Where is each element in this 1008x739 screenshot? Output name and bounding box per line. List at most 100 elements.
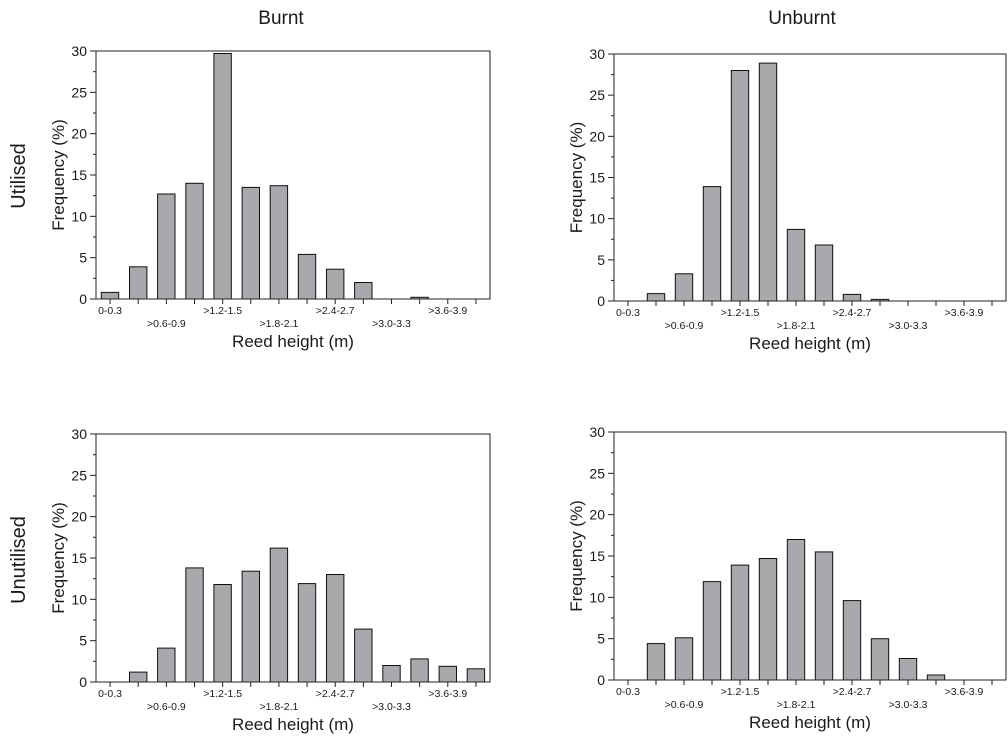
x-tick-label-2-0: 0-0.3: [98, 688, 122, 700]
x-tick-label-2-8: >2.4-2.7: [316, 688, 355, 700]
x-tick-label-1-0: 0-0.3: [616, 307, 640, 319]
y-tick-label-0-5: 5: [79, 250, 87, 266]
bar-1-3: [702, 186, 722, 302]
y-axis-title-3: Frequency (%): [567, 500, 586, 611]
x-tick-label-3-8: >2.4-2.7: [833, 686, 872, 698]
bar-1-4: [730, 70, 750, 302]
x-tick-label-2-6: >1.8-2.1: [260, 701, 299, 713]
x-tick-label-0-4: >1.2-1.5: [203, 305, 242, 317]
x-tick-label-3-2: >0.6-0.9: [665, 699, 704, 711]
bar-3-5: [758, 558, 778, 681]
y-tick-label-3-25: 25: [589, 465, 605, 481]
plot-frame-3: [613, 431, 1007, 681]
x-tick-label-1-6: >1.8-2.1: [777, 320, 816, 332]
bar-2-3: [185, 567, 204, 683]
bar-2-4: [213, 584, 232, 683]
plot-frame-1: [613, 53, 1007, 302]
y-tick-label-1-20: 20: [589, 128, 605, 144]
y-tick-label-3-5: 5: [597, 631, 605, 647]
panel-1: 0 5 10 15 20 25 30 0-0.3 >0.6-0.9 >1.2-1.5 >1.8-2.…: [567, 46, 1007, 353]
y-axis-title-0: Frequency (%): [49, 119, 68, 230]
y-tick-label-0-15: 15: [71, 167, 87, 183]
bar-3-4: [730, 564, 750, 681]
bar-2-11: [410, 658, 429, 683]
x-tick-label-2-4: >1.2-1.5: [203, 688, 242, 700]
y-tick-label-2-25: 25: [71, 467, 87, 483]
bar-2-10: [382, 665, 401, 683]
y-tick-label-3-30: 30: [589, 424, 605, 440]
y-tick-label-2-20: 20: [71, 509, 87, 525]
x-tick-label-1-2: >0.6-0.9: [665, 320, 704, 332]
x-tick-label-0-12: >3.6-3.9: [428, 305, 467, 317]
y-tick-label-0-20: 20: [71, 126, 87, 142]
y-tick-label-1-15: 15: [589, 170, 605, 186]
bar-1-1: [646, 293, 666, 302]
y-tick-label-1-5: 5: [597, 252, 605, 268]
panel-0: 0 5 10 15 20 25 30 0-0.3 >0.6-0.9 >1.2-1.5 >1.8-2.…: [49, 43, 491, 351]
panel-3: 0 5 10 15 20 25 30 0-0.3 >0.6-0.9 >1.2-1.5 >1.8-2.…: [567, 424, 1007, 732]
row-title-utilised: Utilised: [8, 143, 30, 209]
bar-0-3: [185, 182, 204, 300]
bar-3-10: [898, 658, 918, 681]
bar-3-9: [870, 638, 890, 681]
column-title-unburnt: Unburnt: [768, 8, 836, 29]
bar-1-6: [786, 228, 806, 302]
y-tick-label-2-5: 5: [79, 633, 87, 649]
bar-1-8: [842, 293, 862, 302]
plot-frame-0: [95, 50, 491, 300]
bar-3-6: [786, 539, 806, 681]
bar-3-8: [842, 600, 862, 681]
x-tick-label-3-10: >3.0-3.3: [889, 699, 928, 711]
x-axis-title-2: Reed height (m): [232, 715, 354, 734]
x-axis-title-1: Reed height (m): [749, 334, 871, 353]
x-tick-label-2-12: >3.6-3.9: [428, 688, 467, 700]
bar-1-5: [758, 62, 778, 302]
bar-1-7: [814, 244, 834, 302]
bar-0-7: [297, 253, 317, 300]
y-tick-label-1-30: 30: [589, 46, 605, 62]
column-title-burnt: Burnt: [258, 8, 304, 29]
x-axis-title-0: Reed height (m): [232, 332, 354, 351]
bar-2-13: [466, 668, 486, 683]
bar-0-8: [326, 268, 345, 300]
x-tick-label-1-12: >3.6-3.9: [945, 307, 984, 319]
x-tick-label-3-4: >1.2-1.5: [721, 686, 760, 698]
x-tick-label-0-10: >3.0-3.3: [372, 318, 411, 330]
bar-2-8: [326, 574, 345, 683]
bar-3-1: [646, 643, 666, 681]
bar-3-7: [814, 551, 834, 681]
bar-2-2: [157, 647, 176, 683]
x-tick-label-1-4: >1.2-1.5: [721, 307, 760, 319]
y-tick-label-2-15: 15: [71, 550, 87, 566]
x-tick-label-2-2: >0.6-0.9: [147, 701, 186, 713]
plot-frame-2: [95, 433, 491, 683]
bar-2-5: [241, 570, 261, 683]
y-tick-label-2-10: 10: [71, 591, 87, 607]
bar-2-9: [354, 628, 373, 683]
row-title-unutilised: Unutilised: [8, 516, 30, 604]
y-tick-label-2-30: 30: [71, 426, 87, 442]
panels-group: 0 5 10 15 20 25 30 0-0.3 >0.6-0.9 >1.2-1.5 >1.8-2.…: [49, 43, 1007, 734]
y-tick-label-1-0: 0: [597, 293, 605, 309]
bar-0-9: [354, 282, 373, 300]
x-tick-label-2-10: >3.0-3.3: [372, 701, 411, 713]
bar-2-6: [269, 547, 289, 683]
bar-0-5: [241, 186, 261, 300]
x-tick-label-0-8: >2.4-2.7: [316, 305, 355, 317]
y-tick-label-0-0: 0: [79, 291, 87, 307]
bar-0-1: [129, 266, 148, 300]
y-tick-label-3-20: 20: [589, 507, 605, 523]
bar-2-7: [297, 583, 317, 683]
bar-1-2: [674, 273, 694, 302]
x-tick-label-0-6: >1.8-2.1: [260, 318, 299, 330]
bar-2-12: [438, 665, 458, 683]
x-tick-label-1-10: >3.0-3.3: [889, 320, 928, 332]
y-tick-label-2-0: 0: [79, 674, 87, 690]
x-tick-label-0-0: 0-0.3: [98, 305, 122, 317]
y-axis-title-2: Frequency (%): [49, 502, 68, 613]
x-tick-label-1-8: >2.4-2.7: [833, 307, 872, 319]
y-tick-label-3-15: 15: [589, 548, 605, 564]
bar-3-3: [702, 581, 722, 681]
y-tick-label-1-25: 25: [589, 87, 605, 103]
